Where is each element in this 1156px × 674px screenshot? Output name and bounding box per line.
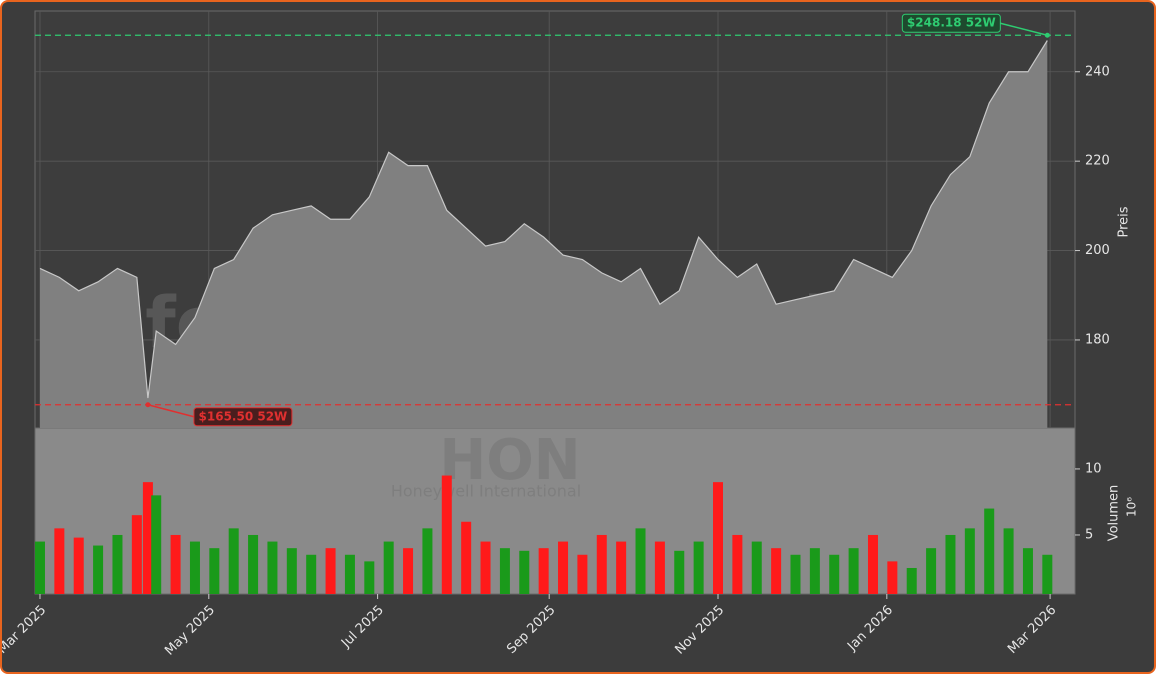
volume-bar	[732, 534, 743, 594]
price-area	[39, 40, 1048, 429]
volume-bar	[441, 475, 452, 594]
volume-bar	[422, 528, 433, 594]
y-tick-label: 240	[1085, 64, 1110, 79]
volume-bar	[403, 548, 414, 594]
volume-bar	[1003, 528, 1014, 594]
volume-bar	[635, 528, 646, 594]
volume-bar	[499, 548, 510, 594]
annotation-arrow	[1000, 22, 1048, 36]
volume-bar	[364, 561, 375, 594]
volume-bar	[131, 515, 142, 594]
symbol-watermark: HON	[439, 428, 580, 493]
volume-bar	[228, 528, 239, 594]
volume-bar	[151, 495, 162, 594]
y2-tick-label: 5	[1085, 527, 1093, 542]
x-tick-label: May 2025	[162, 603, 218, 659]
volume-bar	[945, 534, 956, 594]
volume-bar	[984, 508, 995, 594]
volume-bar	[480, 541, 491, 594]
volume-bar	[751, 541, 762, 594]
volume-bar	[142, 482, 153, 594]
company-watermark: Honeywell International	[391, 482, 581, 501]
volume-bar	[926, 548, 937, 594]
annotation-label: $248.18 52W	[907, 16, 996, 30]
volume-bar	[906, 567, 917, 594]
volume-bar	[577, 554, 588, 594]
x-tick-label: Jan 2026	[844, 603, 896, 655]
y-axis-label: Preis	[1117, 206, 1132, 237]
y-tick-label: 200	[1085, 243, 1110, 258]
volume-bar	[54, 528, 65, 594]
annotation-point	[1044, 32, 1050, 38]
price-line	[39, 40, 1048, 399]
volume-bar	[848, 548, 859, 594]
volume-bar	[771, 548, 782, 594]
volume-bar	[209, 548, 220, 594]
volume-bar	[383, 541, 394, 594]
y2-scale-label: 10⁶	[1125, 497, 1139, 517]
y-tick-label: 220	[1085, 154, 1110, 169]
volume-bar	[558, 541, 569, 594]
volume-bar	[964, 528, 975, 594]
volume-bar	[93, 545, 104, 594]
volume-bar	[829, 554, 840, 594]
volume-bar	[713, 482, 724, 594]
volume-panel	[34, 427, 1076, 595]
y2-axis-label: Volumen	[1107, 485, 1122, 542]
y-tick-label: 180	[1085, 332, 1110, 347]
volume-bar	[325, 548, 336, 594]
x-tick-label: Mar 2025	[2, 603, 49, 657]
volume-bar	[267, 541, 278, 594]
volume-bar	[286, 548, 297, 594]
volume-bar	[616, 541, 627, 594]
volume-bar	[538, 548, 549, 594]
volume-bar	[306, 554, 317, 594]
volume-bar	[461, 521, 472, 594]
volume-bar	[809, 548, 820, 594]
volume-bar	[887, 561, 898, 594]
volume-bar	[73, 537, 84, 594]
volume-bar	[170, 534, 181, 594]
x-tick-label: Jul 2025	[338, 603, 387, 652]
volume-bar	[693, 541, 704, 594]
volume-bar	[1042, 554, 1053, 594]
volume-bar	[34, 541, 45, 594]
volume-bar	[344, 554, 355, 594]
volume-bar	[867, 534, 878, 594]
volume-bar	[519, 550, 530, 594]
volume-bar	[248, 534, 259, 594]
x-tick-label: Mar 2026	[1005, 603, 1059, 657]
y2-tick-label: 10	[1085, 461, 1102, 476]
volume-bar	[1022, 548, 1033, 594]
volume-bar	[596, 534, 607, 594]
volume-bar	[189, 541, 200, 594]
x-tick-label: Nov 2025	[672, 603, 727, 658]
volume-bar	[674, 550, 685, 594]
x-tick-label: Sep 2025	[504, 603, 558, 657]
volume-bar	[654, 541, 665, 594]
annotation-arrow	[147, 404, 195, 418]
annotation-point	[145, 402, 151, 408]
volume-bar	[790, 554, 801, 594]
annotation-label: $165.50 52W	[199, 409, 288, 423]
volume-bar	[112, 534, 123, 594]
